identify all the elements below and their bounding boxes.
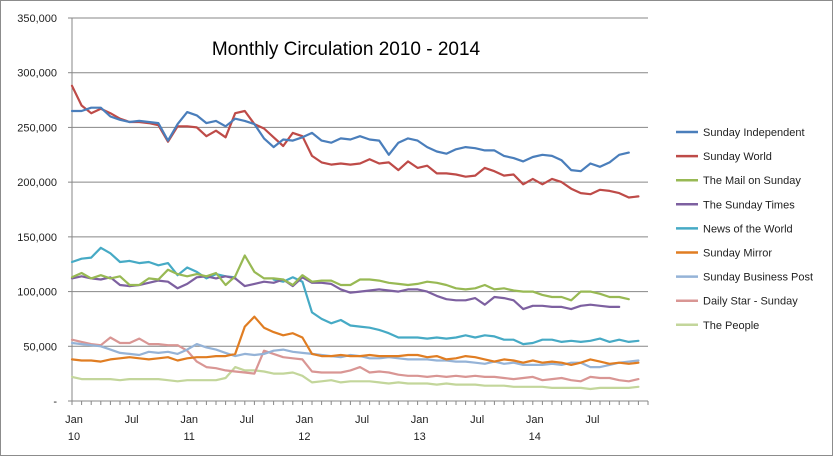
x-tick-label: 14 xyxy=(529,431,541,443)
legend-label: News of the World xyxy=(703,223,793,235)
chart-title: Monthly Circulation 2010 - 2014 xyxy=(212,39,481,60)
legend: Sunday Independent Sunday World The Mail o… xyxy=(676,127,813,332)
x-tick-label: Jan xyxy=(526,414,544,426)
series-line-sunday-world xyxy=(70,84,640,199)
x-tick-label: Jul xyxy=(470,414,484,426)
legend-label: The People xyxy=(703,320,759,332)
legend-label: Daily Star - Sunday xyxy=(703,296,798,308)
series-line-daily-star-sunday xyxy=(70,336,640,383)
y-tick-label: 350,000 xyxy=(17,13,57,25)
series-line-the-sunday-times xyxy=(70,275,621,311)
y-tick-label: - xyxy=(53,396,57,408)
y-tick-label: 150,000 xyxy=(17,232,57,244)
x-tick-label: 12 xyxy=(298,431,310,443)
legend-label: Sunday Business Post xyxy=(703,272,813,284)
y-tick-label: 300,000 xyxy=(17,68,57,80)
x-tick-label: Jul xyxy=(355,414,369,426)
series-line-news-of-the-world xyxy=(272,276,640,346)
x-axis: Jan 10 Jul Jan 11 Jul Jan 12 Jul Jan 13 Jul Jan 14 Jul xyxy=(65,18,649,443)
x-tick-label: Jan xyxy=(65,414,83,426)
y-tick-label: 50,000 xyxy=(23,341,57,353)
x-tick-label: Jan xyxy=(296,414,314,426)
series-lines xyxy=(70,84,640,391)
x-tick-label: Jul xyxy=(240,414,254,426)
x-tick-label: Jul xyxy=(125,414,139,426)
series-line-sunday-independent xyxy=(70,106,630,173)
series-line-the-mail-on-sunday xyxy=(70,254,630,302)
y-tick-label: 200,000 xyxy=(17,177,57,189)
legend-label: Sunday Independent xyxy=(703,127,805,139)
x-tick-label: 10 xyxy=(68,431,80,443)
y-tick-label: 250,000 xyxy=(17,122,57,134)
y-tick-label: 100,000 xyxy=(17,287,57,299)
series-line-the-people xyxy=(70,366,640,391)
x-tick-label: Jan xyxy=(411,414,429,426)
legend-label: The Sunday Times xyxy=(703,199,795,211)
legend-label: Sunday World xyxy=(703,151,772,163)
x-tick-label: Jan xyxy=(180,414,198,426)
x-tick-label: 13 xyxy=(413,431,425,443)
legend-label: Sunday Mirror xyxy=(703,248,772,260)
series-line-sunday-mirror xyxy=(70,315,640,366)
x-tick-label: 11 xyxy=(183,431,194,443)
x-tick-label: Jul xyxy=(585,414,599,426)
y-axis-ticks: - 50,000 100,000 150,000 200,000 250,000 300,0… xyxy=(17,13,72,408)
legend-label: The Mail on Sunday xyxy=(703,175,801,187)
